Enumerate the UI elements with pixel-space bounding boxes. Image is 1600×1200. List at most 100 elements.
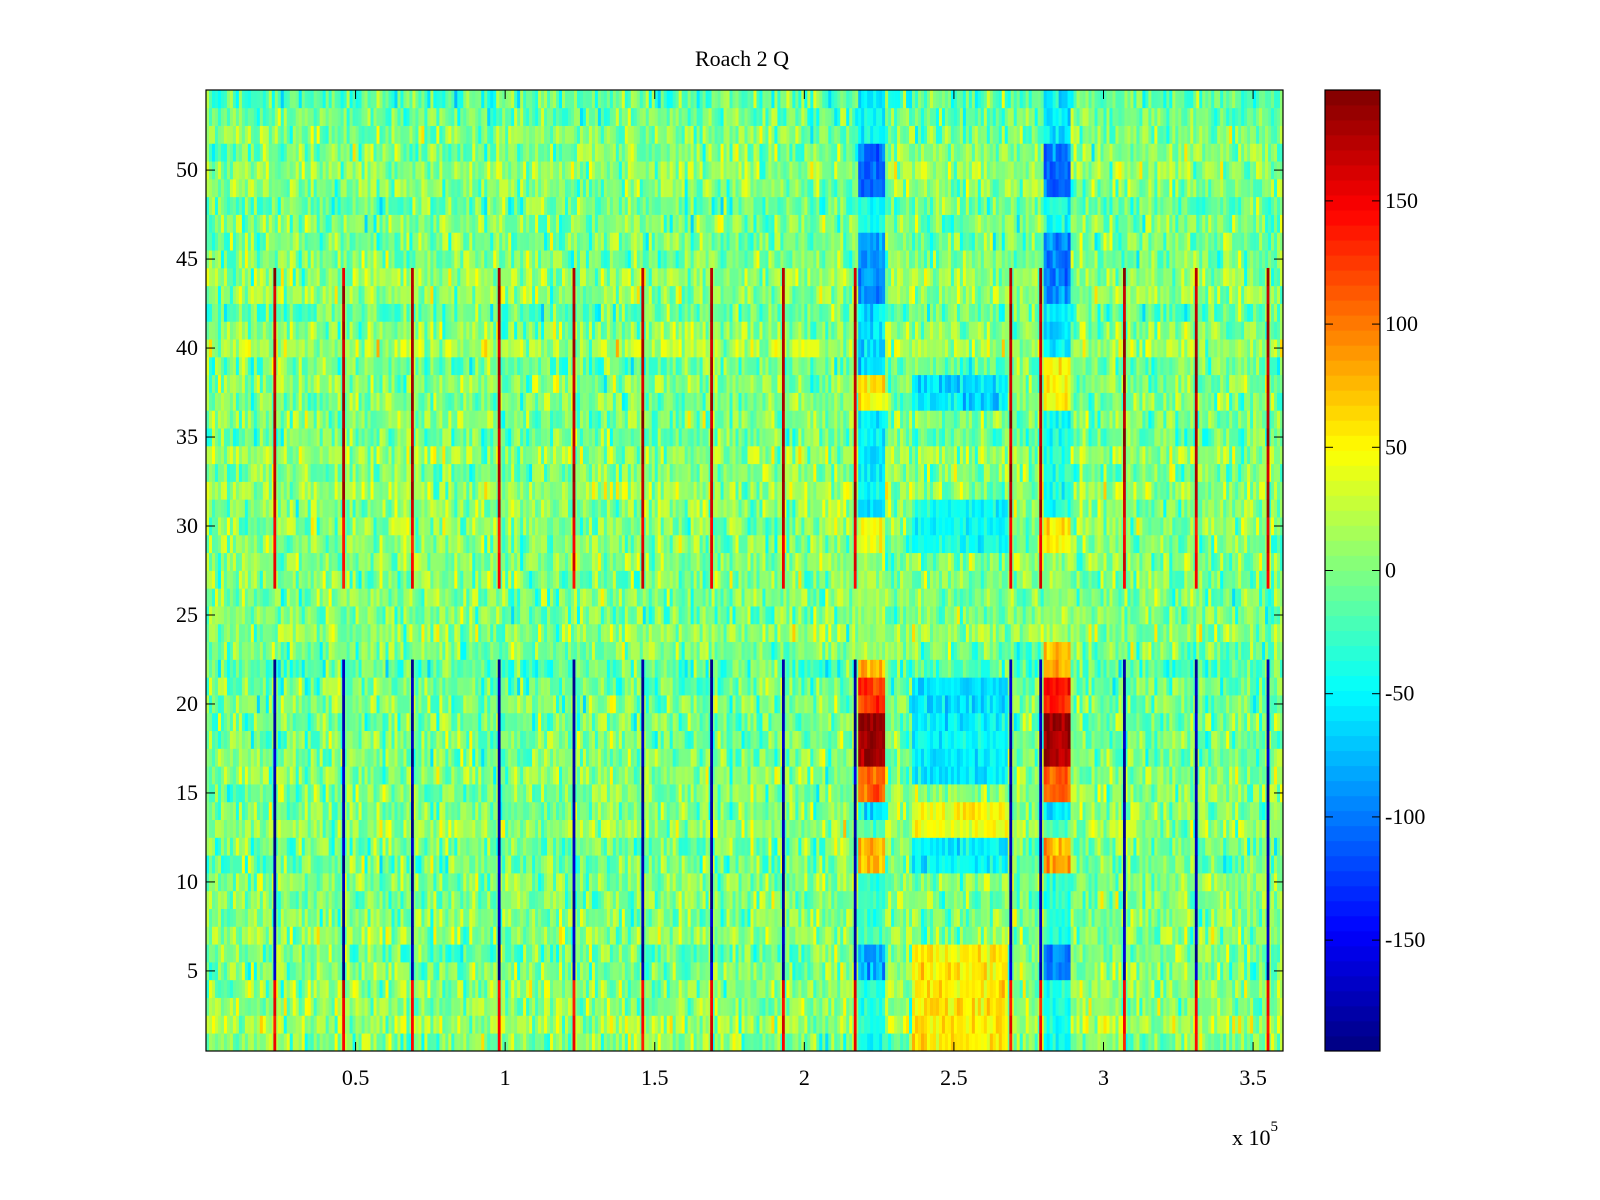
heatmap-cell <box>235 926 240 945</box>
heatmap-cell <box>938 926 943 945</box>
heatmap-cell <box>535 926 539 945</box>
heatmap-cell <box>334 837 338 856</box>
heatmap-cell <box>1157 997 1161 1016</box>
heatmap-cell <box>846 926 850 945</box>
heatmap-cell <box>1280 926 1284 945</box>
heatmap-cell <box>502 962 506 981</box>
heatmap-cell <box>1187 855 1191 874</box>
heatmap-cell <box>699 979 703 998</box>
heatmap-cell <box>888 873 892 892</box>
heatmap-cell <box>810 997 814 1016</box>
heatmap-cell <box>469 926 473 945</box>
heatmap-cell <box>938 801 943 820</box>
heatmap-cell <box>953 926 958 945</box>
heatmap-cell <box>457 979 461 998</box>
heatmap-cell <box>792 819 796 838</box>
heatmap-cell <box>959 926 964 945</box>
heatmap-cell <box>894 1033 898 1052</box>
heatmap-cell <box>669 1033 674 1052</box>
heatmap-cell <box>349 1033 353 1052</box>
heatmap-cell <box>244 855 249 874</box>
heatmap-cell <box>1259 997 1263 1016</box>
heatmap-cell <box>319 1033 324 1052</box>
heatmap-cell <box>711 944 715 963</box>
heatmap-cell <box>828 837 832 856</box>
heatmap-cell <box>950 890 955 909</box>
heatmap-cell <box>705 873 709 892</box>
heatmap-cell <box>660 855 665 874</box>
heatmap-cell <box>433 979 437 998</box>
heatmap-cell <box>690 997 694 1016</box>
heatmap-cell <box>454 873 458 892</box>
heatmap-cell <box>244 1015 249 1034</box>
heatmap-cell <box>591 1015 596 1034</box>
heatmap-cell <box>307 926 312 945</box>
heatmap-cell <box>1181 1033 1185 1052</box>
heatmap-cell <box>1034 979 1039 998</box>
heatmap-cell <box>810 1033 814 1052</box>
heatmap-cell <box>1106 1033 1110 1052</box>
heatmap-cell <box>588 944 593 963</box>
heatmap-cell <box>280 801 285 820</box>
heatmap-cell <box>217 890 222 909</box>
heatmap-cell <box>1055 908 1059 927</box>
heatmap-cell <box>657 837 662 856</box>
heatmap-cell <box>451 837 455 856</box>
heatmap-cell <box>1175 1033 1179 1052</box>
heatmap-cell <box>594 979 599 998</box>
heatmap-cell <box>825 801 829 820</box>
heatmap-cell <box>430 997 434 1016</box>
heatmap-cell <box>445 837 449 856</box>
heatmap-cell <box>582 819 587 838</box>
heatmap-cell <box>756 926 760 945</box>
heatmap-cell <box>391 801 395 820</box>
heatmap-cell <box>678 997 683 1016</box>
heatmap-cell <box>484 819 488 838</box>
heatmap-cell <box>944 997 949 1016</box>
heatmap-cell <box>624 926 629 945</box>
heatmap-cell <box>870 979 874 998</box>
heatmap-cell <box>1271 1033 1275 1052</box>
heatmap-cell <box>906 855 910 874</box>
heatmap-cell <box>217 979 222 998</box>
heatmap-cell <box>585 997 590 1016</box>
heatmap-cell <box>367 819 371 838</box>
heatmap-cell <box>1079 837 1083 856</box>
heatmap-cell <box>520 962 524 981</box>
heatmap-cell <box>442 819 446 838</box>
heatmap-cell <box>630 837 635 856</box>
heatmap-cell <box>206 1015 210 1034</box>
heatmap-cell <box>382 979 386 998</box>
heatmap-cell <box>1061 837 1065 856</box>
heatmap-cell <box>499 908 503 927</box>
heatmap-cell <box>989 944 994 963</box>
heatmap-cell <box>1016 855 1021 874</box>
heatmap-cell <box>621 944 626 963</box>
heatmap-cell <box>469 819 473 838</box>
heatmap-cell <box>777 1033 781 1052</box>
heatmap-cell <box>804 873 808 892</box>
heatmap-cell <box>562 926 566 945</box>
heatmap-cell <box>666 997 671 1016</box>
heatmap-cell <box>1049 1015 1053 1034</box>
heatmap-cell <box>690 837 694 856</box>
heatmap-cell <box>1073 855 1077 874</box>
heatmap-cell <box>1208 962 1212 981</box>
heatmap-cell <box>1103 908 1107 927</box>
heatmap-cell <box>328 962 332 981</box>
heatmap-cell <box>556 944 560 963</box>
heatmap-cell <box>469 908 473 927</box>
heatmap-cell <box>717 819 721 838</box>
heatmap-cell <box>346 855 350 874</box>
heatmap-cell <box>223 926 228 945</box>
heatmap-cell <box>1208 1015 1212 1034</box>
heatmap-cell <box>846 890 850 909</box>
heatmap-cell <box>903 1033 907 1052</box>
heatmap-cell <box>1268 819 1272 838</box>
heatmap-cell <box>1184 819 1188 838</box>
heatmap-cell <box>1136 837 1140 856</box>
heatmap-cell <box>651 837 656 856</box>
heatmap-cell <box>1091 1015 1095 1034</box>
heatmap-cell <box>1274 819 1278 838</box>
heatmap-cell <box>1082 1015 1086 1034</box>
